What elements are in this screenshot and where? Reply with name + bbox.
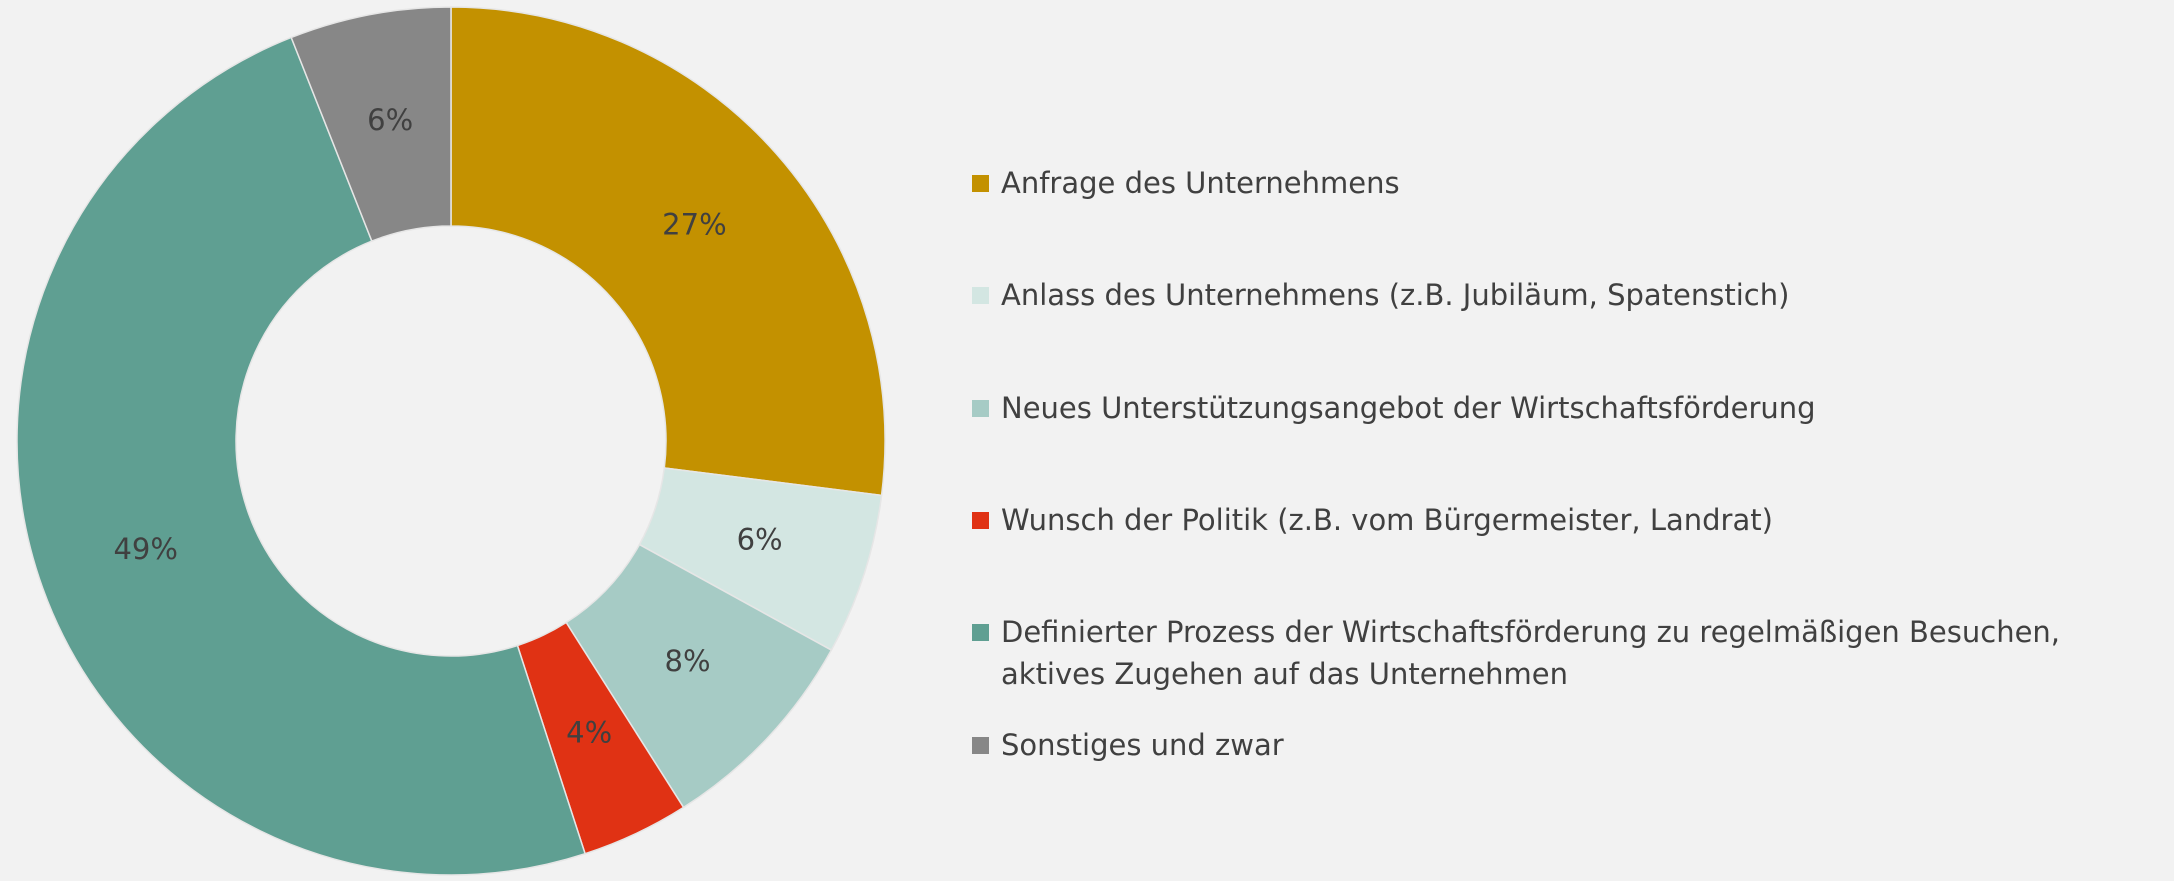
data-label: 49% — [113, 532, 177, 566]
legend-swatch — [972, 737, 989, 754]
legend-label: Sonstiges und zwar — [1001, 728, 1284, 762]
legend-item: Neues Unterstützungsangebot der Wirtscha… — [972, 387, 2162, 429]
legend-swatch — [972, 400, 989, 417]
data-label: 4% — [566, 716, 612, 750]
legend-label: Anlass des Unternehmens (z.B. Jubiläum, … — [1001, 278, 1790, 312]
legend-label: Definierter Prozess der Wirtschaftsförde… — [1001, 615, 2061, 691]
chart: 27% 6% 8% 4% 49% 6% — [16, 6, 886, 876]
data-label: 6% — [737, 522, 783, 556]
legend-label: Neues Unterstützungsangebot der Wirtscha… — [1001, 391, 1816, 425]
legend-item: Wunsch der Politik (z.B. vom Bürgermeist… — [972, 499, 2162, 541]
legend-item: Sonstiges und zwar — [972, 724, 2162, 766]
legend-label: Wunsch der Politik (z.B. vom Bürgermeist… — [1001, 503, 1773, 537]
slice — [450, 6, 886, 497]
legend-item: Anlass des Unternehmens (z.B. Jubiläum, … — [972, 274, 2162, 316]
data-label: 27% — [662, 207, 726, 241]
legend-swatch — [972, 512, 989, 529]
legend-item: Anfrage des Unternehmens — [972, 162, 2162, 204]
legend-swatch — [972, 287, 989, 304]
legend-swatch — [972, 175, 989, 192]
data-label: 8% — [665, 644, 711, 678]
data-label: 6% — [367, 103, 413, 137]
legend-swatch — [972, 624, 989, 641]
legend-label: Anfrage des Unternehmens — [1001, 166, 1400, 200]
slice — [290, 6, 452, 243]
legend-item: Definierter Prozess der Wirtschaftsförde… — [972, 611, 2162, 695]
slice — [16, 36, 587, 876]
